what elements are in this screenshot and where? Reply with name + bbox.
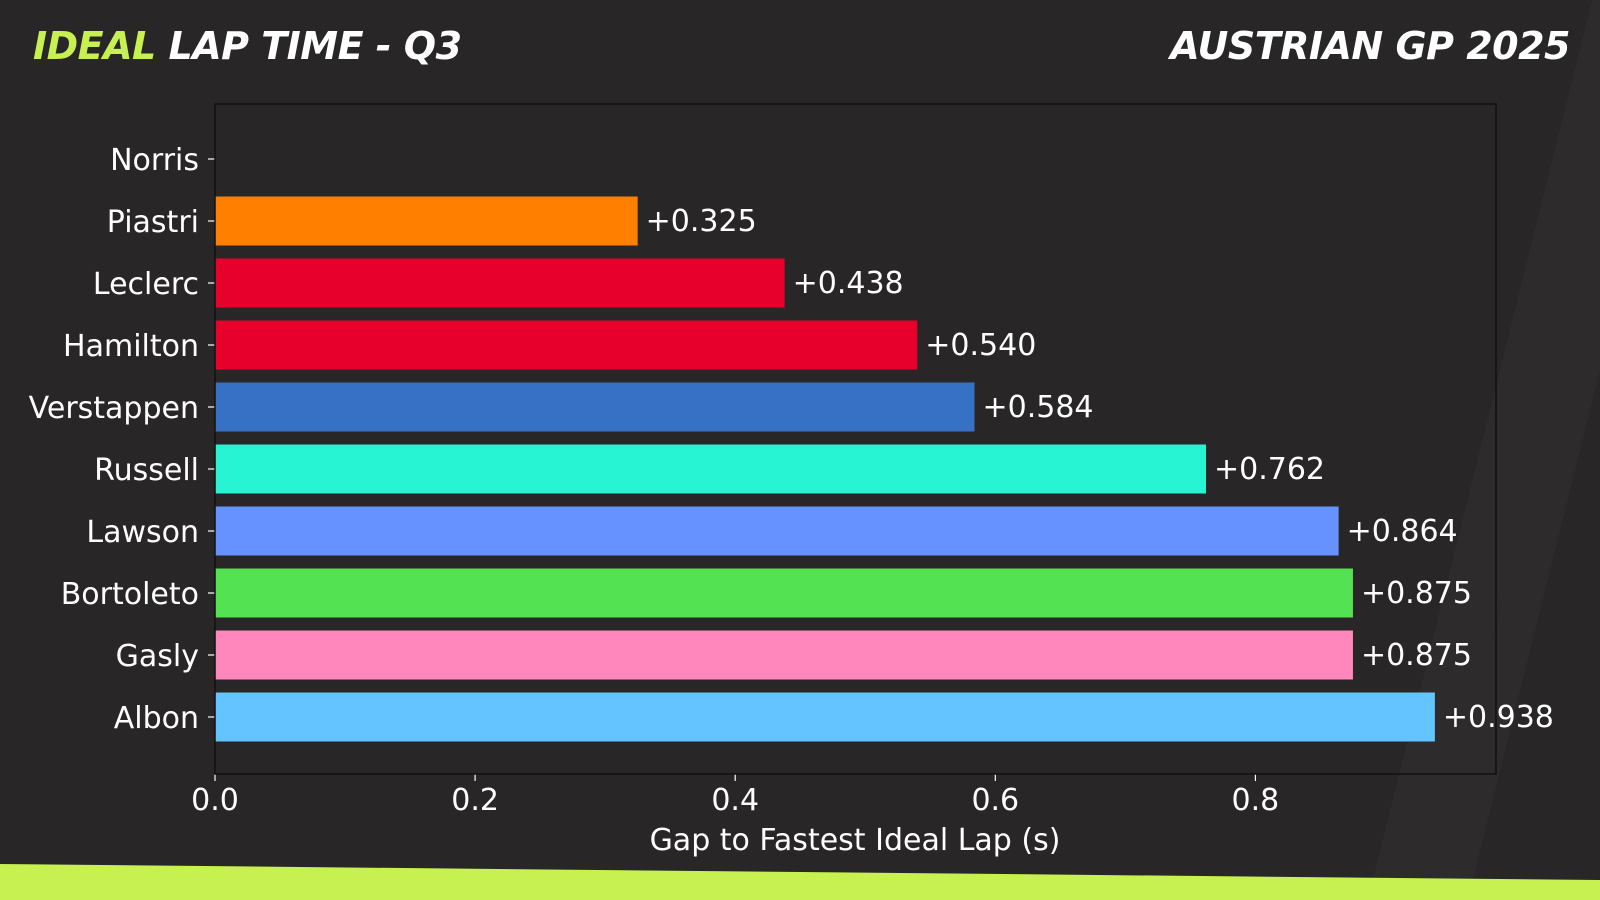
axes-frame xyxy=(214,103,1497,775)
x-tick-labels: 0.0 0.2 0.4 0.6 0.8 xyxy=(191,774,1279,818)
value-labels: +0.325 +0.438 +0.540 +0.584 +0.762 +0.864 +0.8… xyxy=(646,204,1554,735)
y-tick-labels: Norris Piastri Leclerc Hamilton Verstappen Ru… xyxy=(29,143,215,736)
bar-bortoleto xyxy=(215,568,1353,618)
value-label-hamilton: +0.540 xyxy=(925,328,1036,363)
x-tick-label: 0.8 xyxy=(1232,783,1280,818)
y-tick-label-leclerc: Leclerc xyxy=(93,267,199,302)
y-tick-label-hamilton: Hamilton xyxy=(63,329,199,364)
event-title: AUSTRIAN GP 2025 xyxy=(1170,24,1570,68)
x-tick-label: 0.6 xyxy=(971,783,1019,818)
value-label-albon: +0.938 xyxy=(1443,700,1554,735)
value-label-lawson: +0.864 xyxy=(1347,514,1458,549)
y-tick-label-gasly: Gasly xyxy=(116,639,199,674)
bar-lawson xyxy=(215,506,1339,556)
y-tick-label-russell: Russell xyxy=(94,453,199,488)
x-tick-label: 0.0 xyxy=(191,783,239,818)
title-rest: LAP TIME - Q3 xyxy=(168,24,463,68)
bar-russell xyxy=(215,444,1206,494)
accent-band xyxy=(0,864,1600,900)
x-tick-label: 0.4 xyxy=(711,783,759,818)
value-label-gasly: +0.875 xyxy=(1361,638,1472,673)
bar-gasly xyxy=(215,630,1353,680)
value-label-piastri: +0.325 xyxy=(646,204,757,239)
bar-albon xyxy=(215,692,1435,742)
bar-hamilton xyxy=(215,320,918,370)
bars-layer xyxy=(215,196,1435,742)
y-tick-label-albon: Albon xyxy=(114,701,199,736)
y-tick-label-bortoleto: Bortoleto xyxy=(61,577,199,612)
value-label-leclerc: +0.438 xyxy=(793,266,904,301)
title-highlight: IDEAL xyxy=(33,24,156,68)
y-tick-label-piastri: Piastri xyxy=(107,205,199,240)
bar-leclerc xyxy=(215,258,785,308)
y-tick-label-lawson: Lawson xyxy=(86,515,199,550)
bar-verstappen xyxy=(215,382,975,432)
y-tick-label-norris: Norris xyxy=(110,143,199,178)
x-axis-label: Gap to Fastest Ideal Lap (s) xyxy=(650,823,1061,858)
chart-title: IDEAL LAP TIME - Q3 xyxy=(33,24,462,68)
x-tick-label: 0.2 xyxy=(451,783,499,818)
bar-piastri xyxy=(215,196,638,246)
value-label-russell: +0.762 xyxy=(1214,452,1325,487)
value-label-bortoleto: +0.875 xyxy=(1361,576,1472,611)
y-tick-label-verstappen: Verstappen xyxy=(29,391,199,426)
value-label-verstappen: +0.584 xyxy=(982,390,1093,425)
